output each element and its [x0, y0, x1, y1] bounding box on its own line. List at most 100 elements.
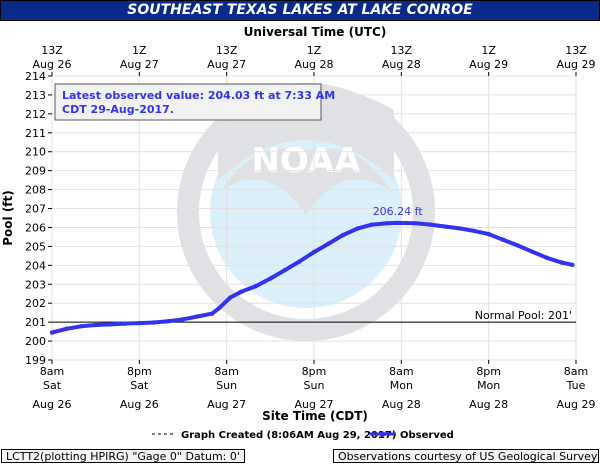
footer-gage-info: LCTT2(plotting HPIRG) "Gage 0" Datum: 0'	[1, 449, 245, 463]
observed-point	[49, 330, 55, 335]
top-tick-label-time: 13Z	[41, 44, 63, 57]
top-tick-label-time: 13Z	[565, 44, 587, 57]
top-tick-label-date: Aug 26	[33, 58, 72, 71]
y-tick-label: 205	[25, 240, 46, 253]
top-tick-label-time: 13Z	[216, 44, 238, 57]
bottom-tick-label-day: Tue	[566, 379, 586, 392]
observed-point	[239, 289, 244, 295]
bottom-tick-label-time: 8am	[40, 365, 64, 378]
observed-point	[559, 260, 564, 265]
y-tick-label: 199	[25, 354, 46, 367]
observed-point	[209, 311, 215, 316]
legend-graph-created: Graph Created (8:06AM Aug 29, 2017)	[181, 430, 396, 441]
observed-point	[457, 226, 462, 231]
observed-point	[268, 276, 273, 281]
observed-point	[195, 314, 200, 319]
y-axis-ticks: 199 200 201 202 203 204 205 206 207 208 209 210 211 2…	[25, 70, 52, 367]
y-tick-label: 204	[25, 259, 46, 272]
y-tick-label: 206	[25, 221, 46, 234]
observed-point	[471, 228, 477, 234]
observed-point	[180, 317, 186, 322]
top-tick-label-time: 1Z	[132, 44, 147, 57]
observed-point	[228, 295, 233, 300]
svg-text:NOAA: NOAA	[251, 141, 361, 181]
y-tick-label: 213	[25, 89, 46, 102]
bottom-tick-label-time: 8pm	[476, 365, 501, 378]
latest-value-line-2: CDT 29-Aug-2017.	[62, 103, 174, 116]
observed-point	[64, 326, 69, 331]
observed-point	[297, 259, 302, 264]
bottom-tick-label-date: Aug 26	[120, 398, 159, 411]
observed-point	[501, 237, 506, 242]
top-tick-label-date: Aug 27	[120, 58, 159, 71]
top-tick-label-date: Aug 29	[469, 58, 508, 71]
normal-pool-label: Normal Pool: 201'	[475, 309, 572, 322]
top-axis-title: Universal Time (UTC)	[244, 25, 387, 39]
observed-series-line	[50, 220, 575, 335]
bottom-tick-label-time: 8am	[389, 365, 413, 378]
top-tick-label-date: Aug 27	[207, 58, 246, 71]
top-tick-label-date: Aug 28	[295, 58, 334, 71]
bottom-tick-label-day: Sun	[216, 379, 237, 392]
y-tick-label: 211	[25, 127, 46, 140]
top-tick-label-time: 1Z	[481, 44, 496, 57]
observed-series-points	[49, 220, 575, 335]
observed-point	[78, 324, 84, 329]
bottom-tick-label-time: 8am	[214, 365, 238, 378]
y-tick-label: 212	[25, 108, 46, 121]
y-tick-label: 200	[25, 335, 46, 348]
observed-point	[486, 231, 491, 237]
y-tick-label: 210	[25, 146, 46, 159]
legend-observed: Observed	[400, 430, 454, 441]
observed-point	[253, 283, 258, 289]
observed-point	[570, 262, 575, 267]
legend: Graph Created (8:06AM Aug 29, 2017) Obse…	[152, 430, 454, 441]
observed-point	[442, 224, 448, 229]
observed-point	[384, 221, 389, 226]
observed-point	[413, 221, 419, 226]
observed-point	[108, 322, 113, 327]
bottom-tick-label-date: Aug 28	[382, 398, 421, 411]
observed-point	[340, 232, 346, 238]
observed-point	[166, 318, 171, 324]
footer-credit: Observations courtesy of US Geological S…	[333, 449, 599, 463]
y-axis-title: Pool (ft)	[1, 190, 15, 246]
observed-point	[515, 243, 520, 248]
observed-point	[137, 320, 142, 326]
legend-observed-marker	[380, 431, 386, 437]
y-tick-label: 208	[25, 184, 46, 197]
bottom-tick-label-date: Aug 27	[295, 398, 334, 411]
top-tick-label-time: 1Z	[307, 44, 322, 57]
bottom-tick-label-date: Aug 27	[207, 398, 246, 411]
observed-point	[217, 305, 222, 311]
observed-point	[122, 321, 127, 326]
observed-point	[530, 249, 535, 254]
observed-point	[282, 267, 288, 273]
latest-value-line-1: Latest observed value: 204.03 ft at 7:33…	[62, 89, 335, 102]
observed-point	[355, 226, 360, 231]
bottom-tick-label-day: Mon	[477, 379, 500, 392]
bottom-tick-label-day: Sat	[43, 379, 62, 392]
bottom-tick-label-date: Aug 28	[469, 398, 508, 411]
x-axis-title: Site Time (CDT)	[262, 409, 368, 423]
bottom-tick-label-time: 8pm	[302, 365, 327, 378]
observed-point	[311, 249, 317, 255]
bottom-tick-label-time: 8am	[564, 365, 588, 378]
latest-value-box	[54, 83, 322, 121]
bottom-tick-label-day: Sat	[130, 379, 149, 392]
observed-point	[151, 320, 157, 325]
bottom-tick-label-date: Aug 29	[557, 398, 596, 411]
chart-title: SOUTHEAST TEXAS LAKES AT LAKE CONROE	[0, 0, 600, 21]
observed-point	[326, 241, 331, 246]
observed-point	[428, 222, 433, 227]
bottom-tick-label-day: Sun	[304, 379, 325, 392]
observed-point	[93, 322, 98, 328]
top-tick-label-date: Aug 29	[557, 58, 596, 71]
y-tick-label: 214	[25, 70, 46, 83]
y-tick-label: 207	[25, 203, 46, 216]
y-tick-label: 201	[25, 316, 46, 329]
y-tick-label: 203	[25, 278, 46, 291]
